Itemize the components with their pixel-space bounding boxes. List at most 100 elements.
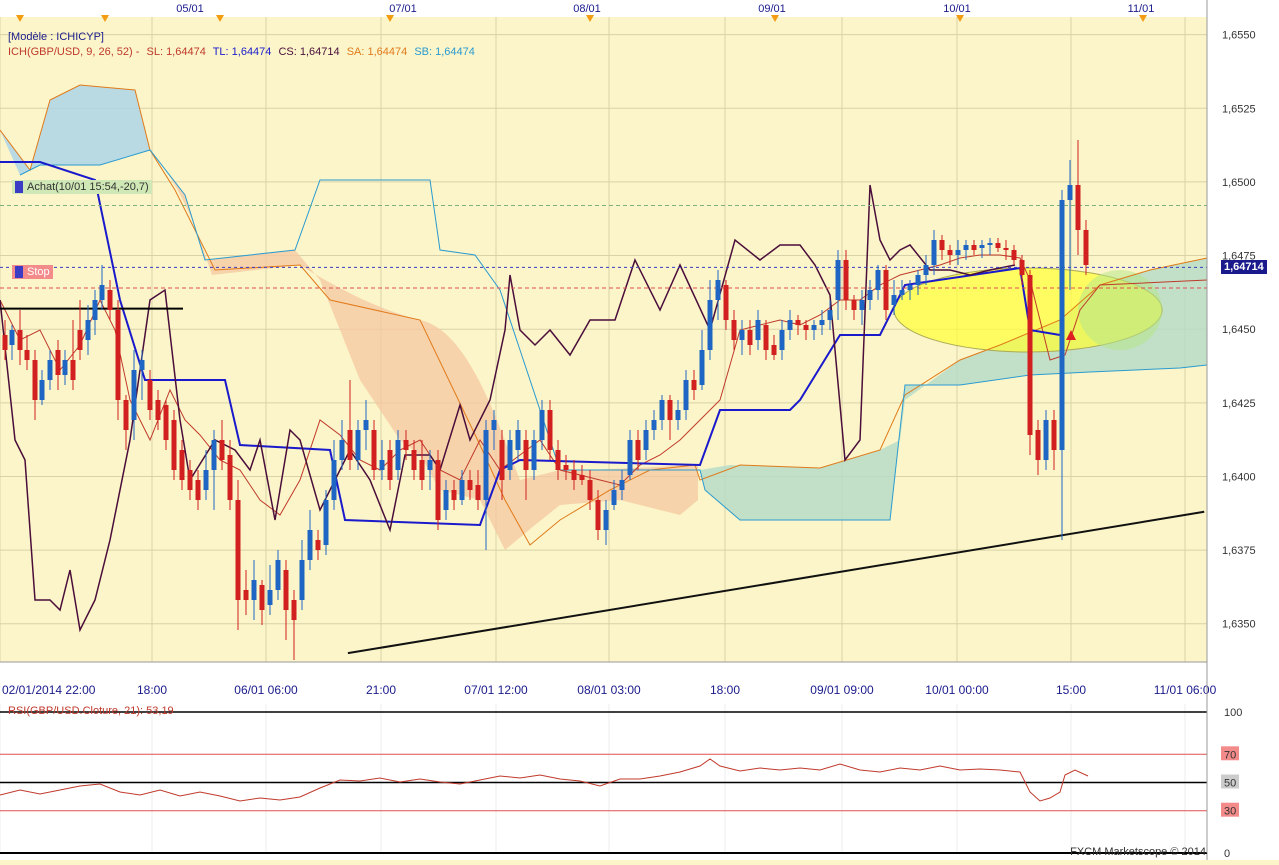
candle-body [92, 300, 98, 320]
candle-body [779, 330, 785, 350]
candle-body [1003, 248, 1009, 250]
x-tick-label: 07/01 12:00 [464, 683, 528, 697]
event-marker-icon [16, 15, 24, 22]
rsi-tick-label: 70 [1224, 749, 1236, 761]
x-tick-label: 21:00 [366, 683, 396, 697]
candle-body [235, 500, 241, 600]
achat-label[interactable]: Achat(10/01 15:54,-20,7) [12, 180, 152, 195]
legend-values: ICH(GBP/USD, 9, 26, 52) - SL: 1,64474 TL… [8, 45, 479, 60]
x-tick-label: 11/01 06:00 [1154, 683, 1217, 697]
y-tick-label: 1,6350 [1222, 619, 1256, 631]
candle-body [163, 405, 169, 440]
candle-body [427, 460, 433, 470]
candle-body [803, 325, 809, 330]
candle-body [283, 570, 289, 610]
candle-body [787, 320, 793, 330]
candle-body [715, 280, 721, 300]
rsi-tick-label: 0 [1224, 848, 1230, 860]
top-axis-bg [0, 0, 1279, 17]
bottom-axis-bg [0, 662, 1207, 704]
x-top-tick-label: 09/01 [758, 3, 786, 15]
candle-body [491, 420, 497, 430]
price-badge: 1,64714 [1221, 260, 1267, 274]
legend-ich: ICH(GBP/USD, 9, 26, 52) - [8, 46, 140, 58]
candle-body [85, 320, 91, 340]
candle-body [739, 330, 745, 340]
x-tick-label: 08/01 03:00 [577, 683, 641, 697]
candle-body [867, 290, 873, 300]
candle-body [39, 380, 45, 400]
candle-body [251, 580, 257, 600]
legend-sl: SL: 1,64474 [146, 46, 206, 58]
candle-body [651, 420, 657, 430]
x-tick-label: 02/01/2014 22:00 [2, 683, 96, 697]
x-top-tick-label: 11/01 [1128, 3, 1155, 15]
y-tick-label: 1,6525 [1222, 103, 1256, 115]
model-label: [Modèle : ICHICYP] [8, 31, 104, 43]
candle-body [571, 470, 577, 480]
candle-body [131, 370, 137, 420]
y-tick-label: 1,6425 [1222, 398, 1256, 410]
candle-body [747, 330, 753, 345]
candle-body [2, 335, 8, 350]
x-tick-label: 15:00 [1056, 683, 1086, 697]
candle-body [899, 290, 905, 295]
candle-body [859, 300, 865, 310]
arrow-marker-icon [1066, 330, 1076, 340]
candle-body [595, 500, 601, 530]
y-tick-label: 1,6375 [1222, 545, 1256, 557]
candle-body [723, 285, 729, 320]
candle-body [587, 480, 593, 500]
rsi-title: RSI(GBP/USD.Cloture, 21): 53,19 [8, 705, 174, 717]
candle-body [667, 400, 673, 420]
x-tick-label: 06/01 06:00 [234, 683, 298, 697]
candle-body [203, 470, 209, 490]
candle-body [851, 300, 857, 310]
candle-body [483, 430, 489, 500]
candle-body [171, 420, 177, 470]
candle-body [883, 270, 889, 310]
candle-body [891, 295, 897, 305]
candle-body [691, 380, 697, 390]
candle-body [243, 590, 249, 600]
candle-body [467, 480, 473, 490]
candle-body [77, 330, 83, 350]
y-tick-label: 1,6400 [1222, 471, 1256, 483]
y-tick-label: 1,6475 [1222, 251, 1256, 263]
x-top-tick-label: 07/01 [389, 3, 417, 15]
candle-body [299, 560, 305, 600]
candle-body [275, 560, 281, 590]
x-tick-label: 18:00 [710, 683, 740, 697]
candle-body [443, 490, 449, 510]
event-marker-icon [1139, 15, 1147, 22]
candle-body [907, 285, 913, 290]
price-badge-text: 1,64714 [1224, 261, 1264, 273]
candle-body [155, 400, 161, 420]
candle-body [939, 240, 945, 250]
candle-body [603, 510, 609, 530]
candle-body [963, 245, 969, 250]
candle-body [555, 450, 561, 470]
candle-body [123, 400, 129, 430]
candle-body [523, 440, 529, 470]
candle-body [1059, 200, 1065, 450]
legend-sb: SB: 1,64474 [414, 46, 475, 58]
candle-body [1043, 420, 1049, 460]
rsi-tick-label: 30 [1224, 806, 1236, 818]
y-tick-label: 1,6500 [1222, 177, 1256, 189]
candle-body [619, 480, 625, 490]
candles-group [2, 140, 1089, 660]
candle-body [971, 245, 977, 250]
legend: [Modèle : ICHICYP] ICH(GBP/USD, 9, 26, 5… [8, 30, 479, 60]
stop-label[interactable]: Stop [12, 265, 53, 280]
candle-body [635, 440, 641, 460]
legend-cs: CS: 1,64714 [278, 46, 340, 58]
candle-body [683, 380, 689, 410]
candle-body [371, 430, 377, 470]
candle-body [995, 243, 1001, 248]
candle-body [435, 460, 441, 520]
candle-body [47, 360, 53, 380]
event-marker-icon [216, 15, 224, 22]
rsi-level-badge [1221, 746, 1239, 761]
